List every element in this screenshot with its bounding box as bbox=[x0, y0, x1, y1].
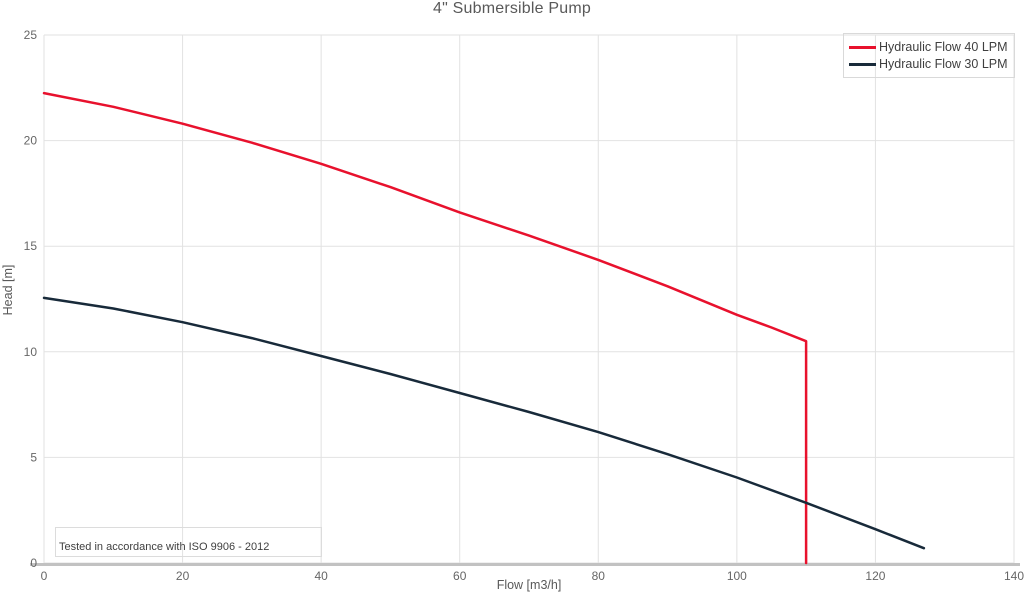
legend-label-30lpm: Hydraulic Flow 30 LPM bbox=[879, 57, 1008, 71]
y-tick-label: 20 bbox=[24, 134, 38, 148]
x-axis-title: Flow [m3/h] bbox=[496, 578, 562, 592]
x-tick-label: 40 bbox=[314, 569, 328, 583]
x-tick-label: 100 bbox=[727, 569, 747, 583]
legend: Hydraulic Flow 40 LPM Hydraulic Flow 30 … bbox=[843, 33, 1015, 78]
x-tick-label: 20 bbox=[176, 569, 190, 583]
legend-item-30lpm: Hydraulic Flow 30 LPM bbox=[849, 57, 1014, 71]
chart-title: 4" Submersible Pump bbox=[433, 0, 591, 17]
legend-label-40lpm: Hydraulic Flow 40 LPM bbox=[879, 40, 1008, 54]
x-tick-label: 0 bbox=[41, 569, 48, 583]
test-standard-note-box: Tested in accordance with ISO 9906 - 201… bbox=[55, 527, 322, 557]
x-tick-label: 120 bbox=[865, 569, 885, 583]
y-axis-title: Head [m] bbox=[1, 264, 15, 316]
series-line-1 bbox=[42, 296, 926, 550]
series-line-0 bbox=[42, 91, 808, 565]
x-tick-label: 80 bbox=[592, 569, 606, 583]
y-tick-label: 25 bbox=[24, 28, 38, 42]
y-tick-label: 10 bbox=[24, 345, 38, 359]
test-standard-note: Tested in accordance with ISO 9906 - 201… bbox=[59, 541, 270, 553]
legend-item-40lpm: Hydraulic Flow 40 LPM bbox=[849, 40, 1014, 54]
y-tick-label: 0 bbox=[30, 556, 37, 570]
x-tick-label: 60 bbox=[453, 569, 467, 583]
y-tick-label: 15 bbox=[24, 239, 38, 253]
legend-line-swatch-40lpm bbox=[849, 45, 876, 49]
legend-line-swatch-30lpm bbox=[849, 62, 876, 66]
x-tick-label: 140 bbox=[1004, 569, 1024, 583]
y-tick-label: 5 bbox=[30, 450, 37, 464]
